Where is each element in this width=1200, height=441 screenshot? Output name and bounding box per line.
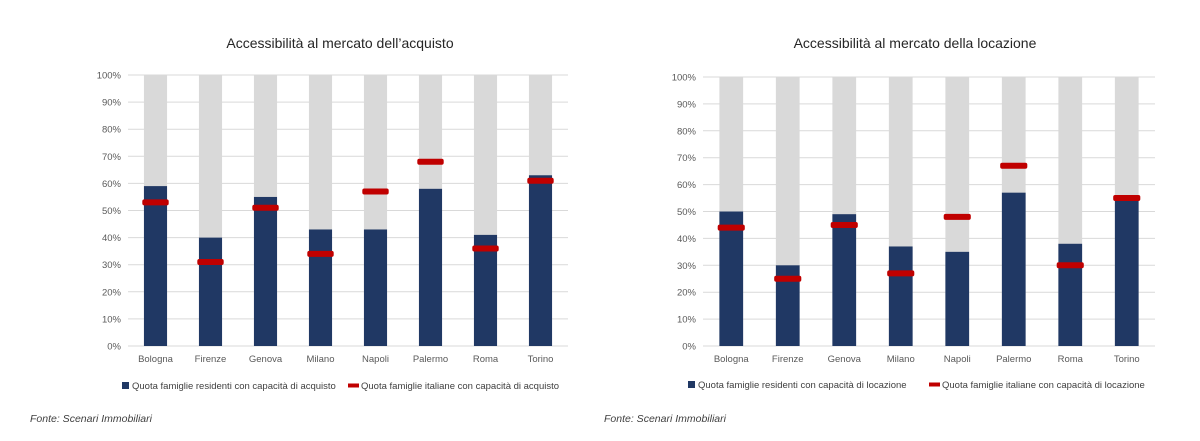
bar-torino bbox=[1114, 198, 1139, 346]
y-tick-label: 0% bbox=[107, 342, 121, 353]
x-tick-label: Napoli bbox=[362, 354, 389, 365]
x-tick-label: Firenze bbox=[772, 354, 804, 365]
legend-bar-swatch bbox=[122, 382, 129, 389]
marker-torino bbox=[527, 177, 554, 184]
x-tick-label: Bologna bbox=[138, 354, 174, 365]
y-tick-label: 70% bbox=[677, 153, 697, 164]
chart-purchase: Accessibilità al mercato dell’acquisto 0… bbox=[30, 35, 568, 425]
marker-firenze bbox=[197, 258, 224, 265]
bar-napoli bbox=[945, 251, 970, 346]
y-tick-label: 0% bbox=[682, 342, 696, 353]
bar-bologna bbox=[719, 211, 744, 346]
x-tick-label: Milano bbox=[887, 354, 915, 365]
y-tick-label: 90% bbox=[677, 99, 697, 110]
gridlines bbox=[703, 76, 1155, 347]
y-tick-label: 30% bbox=[677, 261, 697, 272]
legend-bar-label: Quota famiglie residenti con capacità di… bbox=[698, 380, 907, 391]
y-tick-label: 70% bbox=[102, 152, 122, 163]
bar-napoli bbox=[363, 229, 388, 346]
x-tick-label: Bologna bbox=[714, 354, 750, 365]
y-tick-label: 40% bbox=[102, 233, 122, 244]
bar-roma bbox=[473, 234, 498, 346]
bar-genova bbox=[253, 196, 278, 346]
chart-title: Accessibilità al mercato della locazione bbox=[794, 35, 1037, 51]
y-tick-label: 50% bbox=[677, 207, 697, 218]
marker-bologna bbox=[717, 224, 745, 231]
marker-palermo bbox=[1000, 162, 1028, 169]
marker-roma bbox=[472, 245, 499, 252]
x-axis: Bologna Firenze Genova Milano Napoli Palermo R… bbox=[138, 354, 553, 365]
y-tick-label: 100% bbox=[672, 73, 697, 84]
y-tick-label: 20% bbox=[677, 288, 697, 299]
bars bbox=[142, 75, 554, 346]
y-tick-label: 30% bbox=[102, 260, 122, 271]
y-tick-label: 80% bbox=[677, 126, 697, 137]
x-tick-label: Torino bbox=[528, 354, 554, 365]
marker-roma bbox=[1056, 262, 1084, 269]
x-tick-label: Firenze bbox=[195, 354, 227, 365]
legend: Quota famiglie residenti con capacità di… bbox=[688, 380, 1145, 391]
y-tick-label: 10% bbox=[677, 315, 697, 326]
legend-bar-swatch bbox=[688, 381, 695, 388]
bars bbox=[717, 77, 1141, 346]
legend-marker-label: Quota famiglie italiane con capacità di … bbox=[361, 381, 559, 392]
y-tick-label: 60% bbox=[102, 179, 122, 190]
legend: Quota famiglie residenti con capacità di… bbox=[122, 381, 559, 392]
y-tick-label: 50% bbox=[102, 206, 122, 217]
x-tick-label: Genova bbox=[828, 354, 862, 365]
x-tick-label: Milano bbox=[307, 354, 335, 365]
y-axis: 0% 10% 20% 30% 40% 50% 60% 70% 80% 90% 100% bbox=[672, 73, 697, 353]
bar-milano bbox=[888, 246, 913, 346]
marker-milano bbox=[887, 270, 915, 277]
bar-palermo bbox=[1001, 192, 1026, 346]
gridlines bbox=[128, 74, 568, 347]
legend-marker-swatch bbox=[348, 383, 359, 388]
marker-napoli bbox=[362, 188, 389, 195]
x-tick-label: Palermo bbox=[413, 354, 448, 365]
x-tick-label: Palermo bbox=[996, 354, 1031, 365]
bar-torino bbox=[528, 175, 553, 346]
bar-firenze bbox=[198, 237, 223, 346]
source-note: Fonte: Scenari Immobiliari bbox=[604, 413, 727, 425]
marker-torino bbox=[1113, 195, 1141, 202]
marker-genova bbox=[830, 221, 858, 228]
bar-roma bbox=[1058, 243, 1083, 346]
x-tick-label: Roma bbox=[1058, 354, 1084, 365]
chart-rental: Accessibilità al mercato della locazione… bbox=[604, 35, 1155, 425]
bar-firenze bbox=[775, 265, 800, 346]
marker-genova bbox=[252, 204, 279, 211]
y-tick-label: 20% bbox=[102, 287, 122, 298]
marker-palermo bbox=[417, 158, 444, 165]
x-axis: Bologna Firenze Genova Milano Napoli Palermo R… bbox=[714, 354, 1140, 365]
bar-bologna bbox=[143, 186, 168, 346]
marker-milano bbox=[307, 250, 334, 257]
bar-genova bbox=[832, 214, 857, 346]
y-tick-label: 10% bbox=[102, 314, 122, 325]
y-tick-label: 60% bbox=[677, 180, 697, 191]
y-axis: 0% 10% 20% 30% 40% 50% 60% 70% 80% 90% 100% bbox=[97, 71, 122, 353]
source-note: Fonte: Scenari Immobiliari bbox=[30, 413, 153, 425]
bar-palermo bbox=[418, 188, 443, 346]
y-tick-label: 40% bbox=[677, 234, 697, 245]
bar-milano bbox=[308, 229, 333, 346]
legend-marker-label: Quota famiglie italiane con capacità di … bbox=[942, 380, 1145, 391]
chart-title: Accessibilità al mercato dell’acquisto bbox=[226, 35, 453, 51]
y-tick-label: 80% bbox=[102, 125, 122, 136]
legend-bar-label: Quota famiglie residenti con capacità di… bbox=[132, 381, 336, 392]
marker-firenze bbox=[774, 275, 802, 282]
y-tick-label: 90% bbox=[102, 98, 122, 109]
x-tick-label: Genova bbox=[249, 354, 283, 365]
marker-bologna bbox=[142, 199, 169, 206]
x-tick-label: Napoli bbox=[944, 354, 971, 365]
y-tick-label: 100% bbox=[97, 71, 122, 82]
x-tick-label: Torino bbox=[1114, 354, 1140, 365]
marker-napoli bbox=[943, 213, 971, 220]
x-tick-label: Roma bbox=[473, 354, 499, 365]
legend-marker-swatch bbox=[929, 382, 940, 387]
